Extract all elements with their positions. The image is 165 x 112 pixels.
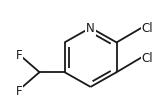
Text: Cl: Cl xyxy=(142,51,153,64)
Text: F: F xyxy=(16,48,22,61)
Text: Cl: Cl xyxy=(142,22,153,35)
Text: F: F xyxy=(16,84,22,97)
Text: N: N xyxy=(86,22,95,35)
